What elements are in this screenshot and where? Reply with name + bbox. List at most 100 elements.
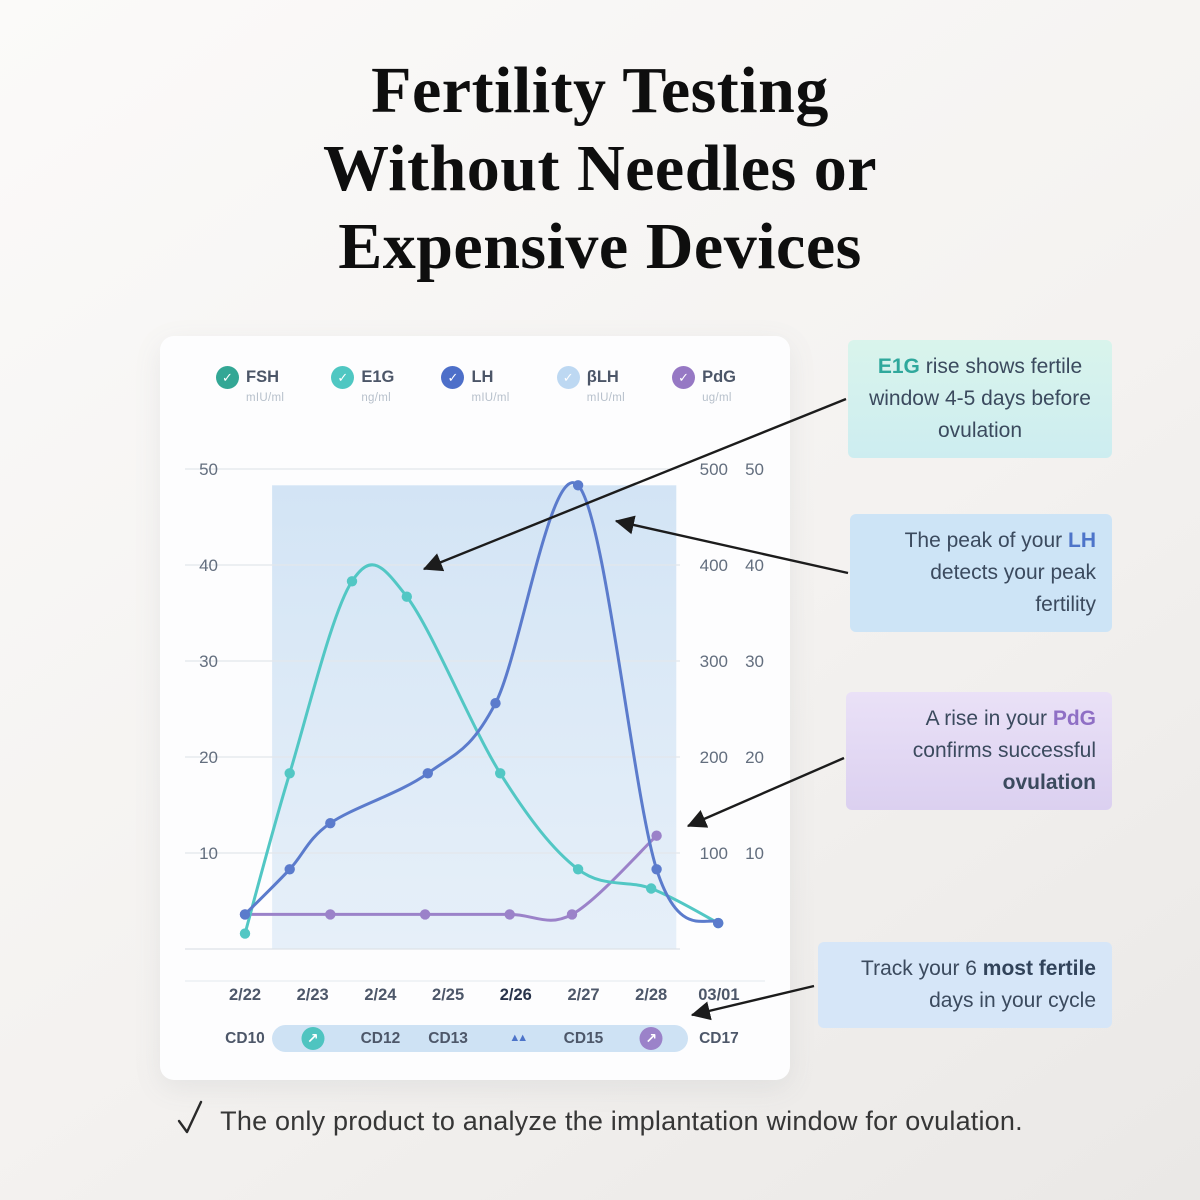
annotation-text: A rise in your (925, 707, 1053, 730)
y-tick-right-outer: 400 (700, 556, 728, 575)
e1g-check-icon[interactable] (331, 366, 355, 389)
data-point-e1g (284, 768, 295, 779)
annotation-text: Track your 6 (861, 957, 983, 980)
x-label-2-28: 2/28 (635, 986, 668, 1004)
x-label-2-27: 2/27 (567, 986, 600, 1004)
legend-unit-fsh: mIU/ml (246, 392, 285, 404)
data-point-lh (239, 909, 251, 920)
y-tick-right-outer: 300 (700, 652, 728, 671)
chart-card: FSH mIU/ml E1G ng/ml LH mIU/ml βLH mIU/m… (160, 336, 790, 1080)
fsh-check-icon[interactable] (216, 366, 239, 389)
fertile-days-pill (272, 1025, 688, 1052)
legend-unit-e1g: ng/ml (361, 392, 391, 404)
data-point-e1g (239, 928, 251, 939)
legend-label-e1g: E1G (361, 368, 395, 386)
checkmark-icon (177, 1100, 203, 1133)
y-tick-right-inner: 40 (745, 556, 764, 575)
y-tick-left: 10 (199, 844, 218, 863)
y-tick-left: 40 (199, 556, 218, 575)
footer-note: The only product to analyze the implanta… (0, 1100, 1200, 1137)
annotation-e1g: E1G rise shows fertile window 4-5 days b… (848, 340, 1112, 458)
legend-label-blh: βLH (586, 368, 619, 386)
data-point-e1g (401, 591, 412, 602)
page-title: Fertility Testing Without Needles or Exp… (0, 52, 1200, 286)
y-tick-right-outer: 200 (700, 748, 728, 767)
data-point-pdg (504, 909, 515, 920)
legend-item-top: FSH (216, 366, 284, 389)
data-point-lh (284, 864, 295, 875)
annotation-lh: The peak of your LH detects your peak fe… (850, 514, 1112, 632)
x-label-2-24: 2/24 (364, 986, 397, 1004)
data-point-lh (651, 864, 662, 875)
x-label-2-25: 2/25 (432, 986, 465, 1004)
pdg-check-icon[interactable] (672, 366, 696, 389)
data-point-pdg (651, 830, 662, 841)
annotation-highlight: ovulation (1002, 770, 1096, 794)
data-point-pdg (566, 909, 578, 920)
title-line-1: Fertility Testing (371, 54, 829, 127)
data-point-lh (490, 698, 501, 709)
legend-label-fsh: FSH (246, 368, 279, 386)
legend-label-lh: LH (471, 368, 494, 386)
legend-item-fsh[interactable]: FSH mIU/ml (216, 366, 284, 404)
data-point-e1g (572, 864, 584, 875)
title-line-3: Expensive Devices (338, 209, 862, 283)
trend-arrow-up-icon: ↗ (639, 1027, 663, 1050)
blh-check-icon[interactable] (556, 366, 580, 389)
legend-item-e1g[interactable]: E1G ng/ml (331, 366, 394, 404)
data-point-pdg (419, 909, 431, 920)
x-label-2-23: 2/23 (296, 986, 329, 1004)
cd-label-cd12: CD12 (360, 1030, 401, 1047)
annotation-text: detects your peak fertility (930, 560, 1096, 616)
annotation-highlight: E1G (877, 355, 920, 378)
data-point-pdg (325, 909, 336, 920)
y-tick-right-outer: 500 (700, 460, 728, 479)
annotation-highlight: LH (1068, 529, 1096, 552)
y-tick-right-inner: 50 (745, 460, 764, 479)
cd-label-cd13: CD13 (428, 1030, 468, 1047)
cd-label-cd17: CD17 (699, 1030, 739, 1047)
annotation-text: The peak of your (904, 529, 1068, 552)
y-tick-right-inner: 30 (745, 652, 764, 671)
annotation-text: rise shows fertile window 4-5 days befor… (869, 355, 1091, 442)
footer-text: The only product to analyze the implanta… (220, 1106, 1023, 1136)
data-point-e1g (346, 576, 358, 587)
y-tick-left: 50 (199, 460, 218, 479)
data-point-lh (422, 768, 433, 779)
legend-label-pdg: PdG (702, 368, 736, 386)
x-label-2-26: 2/26 (499, 986, 532, 1004)
annotation-highlight: PdG (1052, 707, 1096, 730)
cd-row: CD10 ↗ CD12 CD13 ▲▲ CD15 ↗ CD17 (160, 1024, 790, 1054)
annotation-pdg: A rise in your PdG confirms successful o… (846, 692, 1112, 810)
y-tick-right-inner: 20 (745, 748, 764, 767)
legend-item-top: βLH (556, 366, 625, 389)
chart-svg: 50 500 50 40 400 40 30 300 30 20 200 20 10 100 10 (185, 460, 765, 982)
x-label-03-01: 03/01 (698, 986, 740, 1004)
data-point-e1g (646, 883, 657, 894)
annotation-fertile-days: Track your 6 most fertile days in your c… (818, 942, 1112, 1028)
annotation-highlight: most fertile (982, 957, 1096, 980)
y-tick-left: 30 (199, 652, 218, 671)
lh-peak-icon: ▲▲ (509, 1032, 528, 1044)
x-axis-labels: 2/22 2/23 2/24 2/25 2/26 2/27 2/28 03/01 (160, 986, 790, 1012)
x-label-2-22: 2/22 (228, 986, 262, 1004)
annotation-text: days in your cycle (929, 988, 1096, 1012)
data-point-lh (713, 917, 724, 929)
legend-item-top: PdG (672, 366, 736, 389)
data-point-lh (572, 480, 584, 491)
annotation-text: confirms successful (912, 738, 1096, 762)
data-point-lh (325, 818, 336, 829)
y-tick-right-outer: 100 (700, 844, 728, 863)
series-pdg (243, 834, 659, 922)
legend-item-top: E1G (331, 366, 394, 389)
lh-check-icon[interactable] (441, 366, 465, 389)
y-tick-right-inner: 10 (745, 844, 764, 863)
cd-label-cd10: CD10 (225, 1030, 265, 1047)
data-point-e1g (495, 768, 506, 779)
y-tick-left: 20 (199, 748, 218, 767)
cd-label-cd15: CD15 (563, 1030, 604, 1047)
legend-item-top: LH (441, 366, 509, 389)
series-lh (243, 481, 720, 925)
trend-arrow-up-icon: ↗ (301, 1027, 325, 1050)
